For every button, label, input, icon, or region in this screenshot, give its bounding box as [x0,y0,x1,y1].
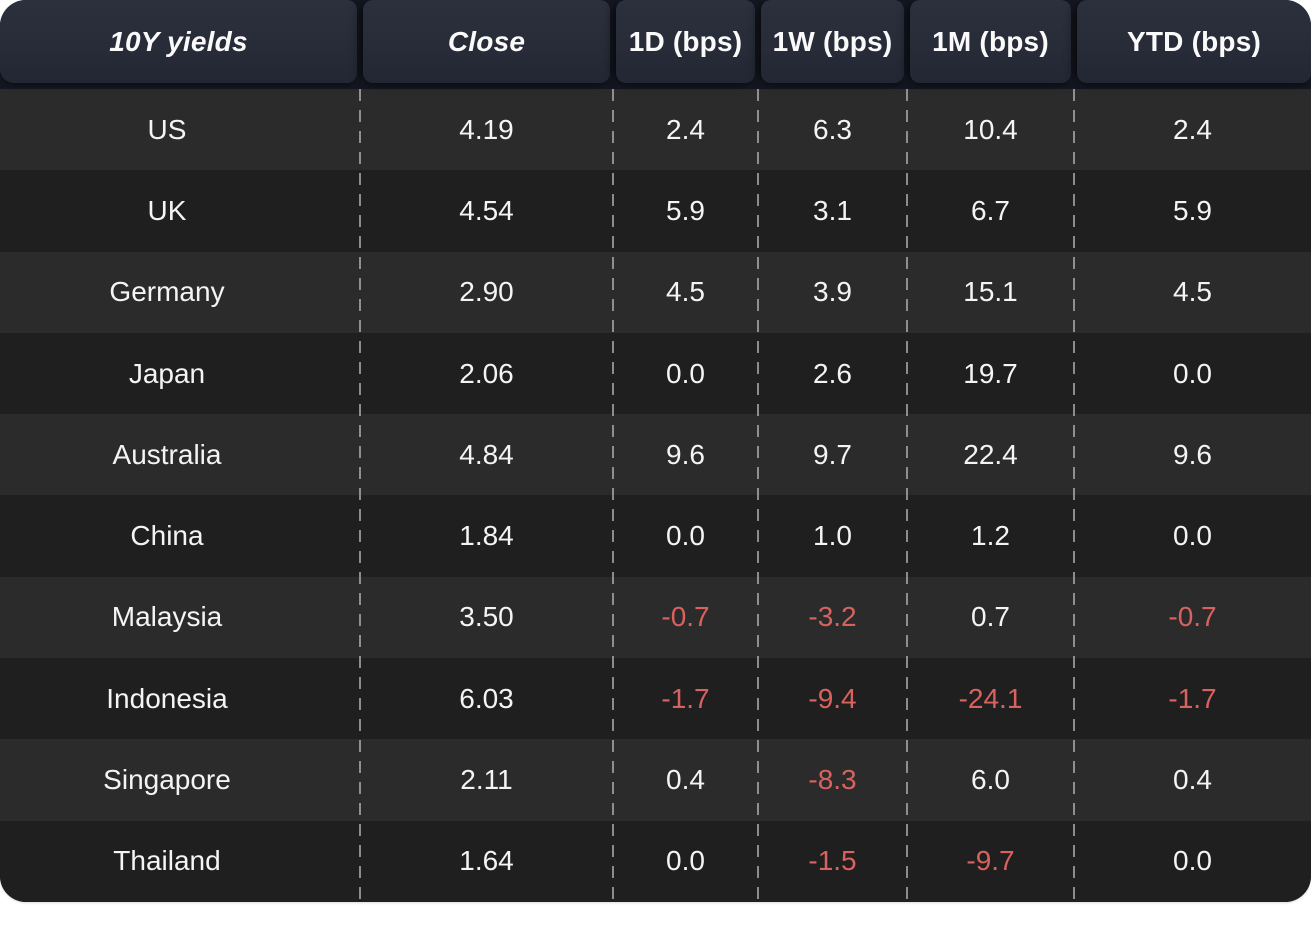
cell-close: 2.11 [460,764,513,796]
cell-ytd: 0.0 [1173,520,1212,552]
table-body: US 4.19 2.4 6.3 10.4 2.4 UK 4.54 5.9 3.1 6.7 5.9 Ger… [0,89,1311,902]
cell-1d: 2.4 [666,113,705,145]
cell-ytd: 0.0 [1173,357,1212,389]
cell-1w: 1.0 [813,520,852,552]
cell-1m: 19.7 [963,357,1018,389]
cell-country: Australia [112,438,222,470]
cell-1w: -1.5 [808,845,857,877]
cell-close: 4.19 [459,113,514,145]
cell-1d: -0.7 [661,601,710,633]
cell-country: Malaysia [111,601,223,633]
cell-ytd: 9.6 [1173,438,1212,470]
cell-1m: 22.4 [963,438,1018,470]
table-row-singapore: Singapore 2.11 0.4 -8.3 6.0 0.4 [0,739,1311,821]
cell-1m: 15.1 [963,276,1018,308]
table-header: 10Y yields Close 1D (bps) 1W (bps) 1M (bps) Y… [0,0,1311,89]
cell-1w: 6.3 [813,113,852,145]
cell-close: 2.06 [459,357,514,389]
header-cell-yields: 10Y yields [0,0,357,83]
cell-1d: 0.0 [666,357,705,389]
table-row-malaysia: Malaysia 3.50 -0.7 -3.2 0.7 -0.7 [0,576,1311,659]
cell-1d: 5.9 [666,194,705,226]
cell-ytd: -1.7 [1168,682,1217,714]
header-cell-ytd: YTD (bps) [1077,0,1311,83]
cell-ytd: 2.4 [1173,113,1212,145]
table-row-japan: Japan 2.06 0.0 2.6 19.7 0.0 [0,332,1311,415]
cell-country: Indonesia [106,682,228,714]
cell-ytd: -0.7 [1168,601,1217,633]
header-cell-1d: 1D (bps) [616,0,755,83]
cell-1m: -24.1 [958,682,1023,714]
cell-ytd: 4.5 [1173,276,1212,308]
table-row-indonesia: Indonesia 6.03 -1.7 -9.4 -24.1 -1.7 [0,658,1311,740]
table-row-us: US 4.19 2.4 6.3 10.4 2.4 [0,89,1311,171]
cell-country: Japan [128,357,206,389]
cell-1m: 0.7 [971,601,1010,633]
cell-1w: 3.9 [813,276,852,308]
cell-ytd: 0.4 [1173,764,1212,796]
cell-ytd: 5.9 [1173,194,1212,226]
cell-1m: -9.7 [966,845,1015,877]
cell-1d: 0.0 [666,520,705,552]
cell-ytd: 0.0 [1173,845,1212,877]
cell-1d: 9.6 [666,438,705,470]
table-row-uk: UK 4.54 5.9 3.1 6.7 5.9 [0,170,1311,252]
cell-1m: 10.4 [963,113,1018,145]
table-row-china: China 1.84 0.0 1.0 1.2 0.0 [0,495,1311,577]
cell-1w: -3.2 [808,601,857,633]
cell-1d: 0.4 [666,764,705,796]
cell-1d: 0.0 [666,845,705,877]
table-row-germany: Germany 2.90 4.5 3.9 15.1 4.5 [0,251,1311,333]
table-row-australia: Australia 4.84 9.6 9.7 22.4 9.6 [0,414,1311,496]
cell-1d: 4.5 [666,276,705,308]
cell-close: 4.84 [459,438,514,470]
cell-close: 1.64 [459,845,514,877]
cell-1m: 6.0 [971,764,1010,796]
table-row-thailand: Thailand 1.64 0.0 -1.5 -9.7 0.0 [0,820,1311,902]
cell-country: Germany [109,276,225,308]
cell-1w: -8.3 [808,764,857,796]
cell-close: 1.84 [459,520,514,552]
cell-1m: 6.7 [971,194,1010,226]
cell-close: 6.03 [459,682,514,714]
cell-country: Thailand [113,845,221,877]
cell-1w: 3.1 [813,194,852,226]
cell-country: Singapore [103,764,231,796]
cell-country: US [147,113,187,145]
cell-country: China [130,520,204,552]
cell-country: UK [147,194,187,226]
cell-close: 4.54 [459,194,514,226]
cell-close: 3.50 [459,601,514,633]
header-cell-close: Close [363,0,610,83]
cell-1w: 9.7 [813,438,852,470]
header-cell-1m: 1M (bps) [910,0,1071,83]
cell-1m: 1.2 [971,520,1010,552]
header-cell-1w: 1W (bps) [761,0,904,83]
cell-1w: 2.6 [813,357,852,389]
cell-close: 2.90 [459,276,514,308]
cell-1w: -9.4 [808,682,857,714]
cell-1d: -1.7 [661,682,710,714]
yields-table: 10Y yields Close 1D (bps) 1W (bps) 1M (bps) Y… [0,0,1311,902]
